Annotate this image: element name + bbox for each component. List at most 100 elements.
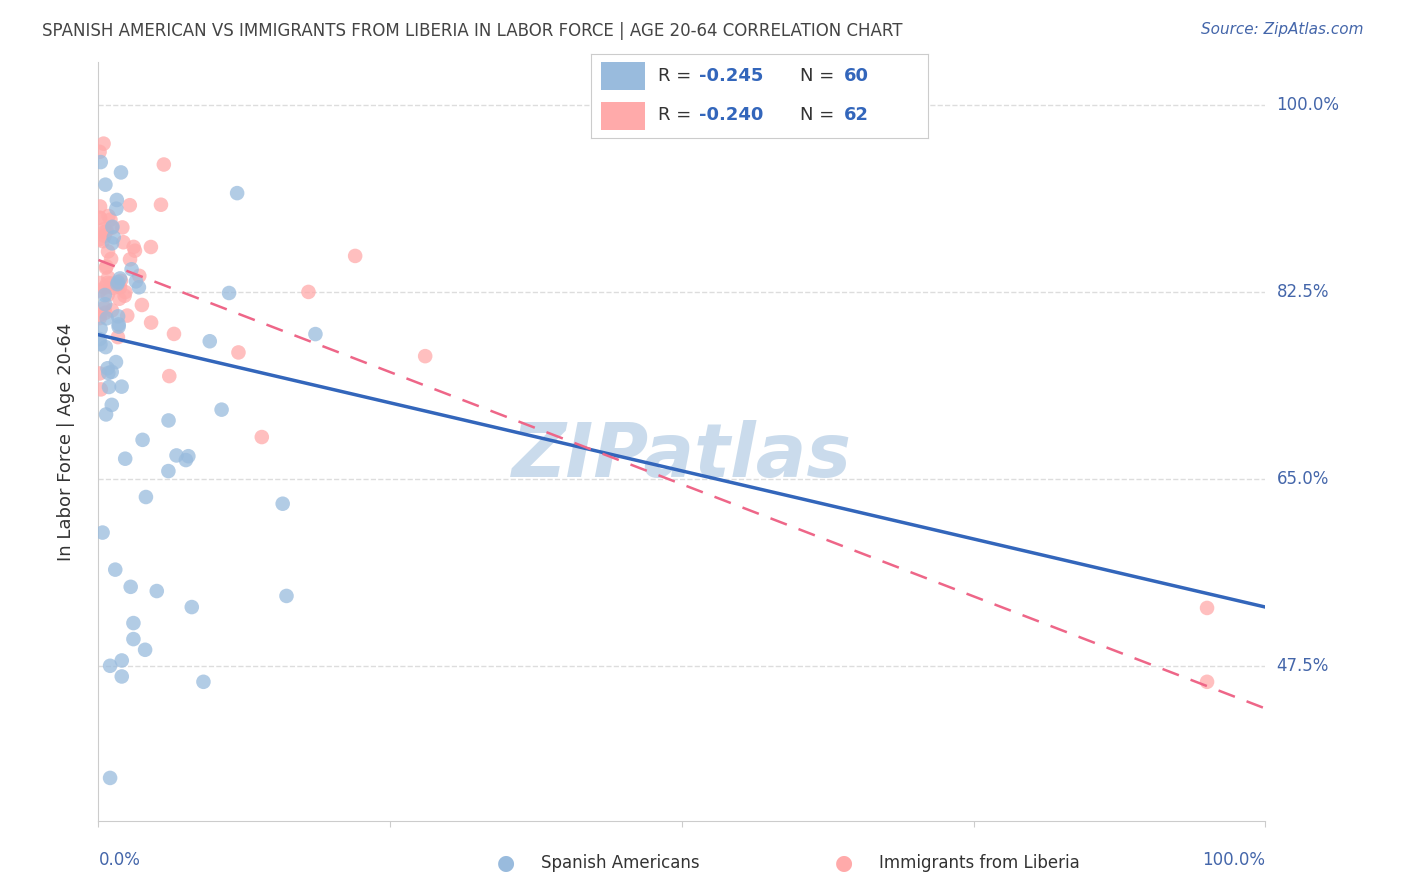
Point: [90, 322, 112, 336]
Point: [153, 157, 176, 171]
Point: [104, 563, 127, 577]
Point: [100, 277, 122, 291]
Point: [125, 274, 148, 288]
Point: [128, 268, 150, 283]
Point: [98, 771, 121, 785]
Text: N =: N =: [800, 68, 839, 86]
Point: [118, 198, 141, 212]
Point: [97, 244, 120, 259]
Point: [218, 285, 240, 300]
Point: [105, 193, 128, 207]
Point: [304, 327, 326, 342]
Text: 62: 62: [844, 106, 869, 124]
Point: [112, 235, 135, 250]
Point: [89, 311, 111, 326]
Point: [193, 674, 215, 689]
Point: [107, 275, 129, 289]
FancyBboxPatch shape: [600, 102, 644, 130]
Point: [413, 349, 436, 363]
Point: [94, 288, 117, 302]
Point: [108, 280, 131, 294]
Point: [271, 497, 294, 511]
Point: [94, 408, 117, 422]
Point: [105, 277, 128, 292]
Point: [100, 365, 122, 379]
Point: [276, 589, 298, 603]
Text: 100.0%: 100.0%: [1277, 96, 1340, 114]
Point: [91, 234, 114, 248]
Point: [157, 413, 180, 427]
Point: [89, 232, 111, 246]
Point: [103, 281, 125, 295]
Point: [94, 297, 117, 311]
Point: [149, 198, 172, 212]
Text: ●: ●: [498, 853, 515, 872]
Point: [96, 276, 118, 290]
Point: [93, 280, 115, 294]
Point: [93, 228, 115, 243]
Point: [96, 260, 118, 274]
Point: [177, 449, 200, 463]
Point: [110, 165, 132, 179]
Point: [1195, 601, 1218, 615]
Point: [96, 224, 118, 238]
Point: [134, 642, 156, 657]
Point: [89, 211, 111, 226]
Point: [146, 584, 169, 599]
Point: [228, 345, 250, 359]
Point: [250, 430, 273, 444]
Point: [226, 186, 249, 201]
Point: [94, 340, 117, 354]
Point: [94, 260, 117, 275]
Point: [89, 337, 111, 351]
Point: [157, 369, 180, 384]
Point: [94, 178, 117, 192]
Point: [135, 490, 157, 504]
Point: [166, 449, 188, 463]
Point: [96, 361, 118, 376]
Text: 82.5%: 82.5%: [1277, 283, 1329, 301]
Point: [114, 451, 136, 466]
Point: [93, 225, 115, 239]
Point: [97, 270, 120, 285]
Text: -0.245: -0.245: [699, 68, 763, 86]
Point: [105, 202, 128, 216]
Point: [91, 525, 114, 540]
Point: [98, 658, 121, 673]
Point: [89, 367, 111, 381]
Text: -0.240: -0.240: [699, 106, 763, 124]
Point: [114, 285, 136, 299]
Point: [111, 669, 134, 683]
Point: [107, 279, 129, 293]
Point: [111, 220, 134, 235]
Point: [139, 240, 162, 254]
Point: [120, 580, 142, 594]
Point: [101, 303, 124, 318]
Point: [89, 211, 111, 225]
Point: [110, 379, 132, 393]
Point: [100, 212, 122, 227]
Text: R =: R =: [658, 106, 697, 124]
Point: [104, 355, 127, 369]
Text: SPANISH AMERICAN VS IMMIGRANTS FROM LIBERIA IN LABOR FORCE | AGE 20-64 CORRELATI: SPANISH AMERICAN VS IMMIGRANTS FROM LIBE…: [42, 22, 903, 40]
Point: [107, 319, 129, 334]
Point: [107, 310, 129, 324]
Point: [101, 236, 124, 251]
Point: [198, 334, 221, 349]
Point: [89, 284, 111, 298]
Point: [121, 262, 143, 277]
Point: [101, 219, 124, 234]
Point: [344, 249, 367, 263]
Point: [180, 600, 202, 615]
Point: [111, 653, 134, 667]
Point: [103, 230, 125, 244]
Point: [117, 309, 139, 323]
Point: [297, 285, 319, 299]
Point: [94, 306, 117, 320]
Point: [89, 145, 111, 159]
Point: [122, 240, 145, 254]
Point: [131, 298, 153, 312]
Point: [174, 453, 197, 467]
Point: [96, 311, 118, 326]
Point: [97, 287, 120, 301]
